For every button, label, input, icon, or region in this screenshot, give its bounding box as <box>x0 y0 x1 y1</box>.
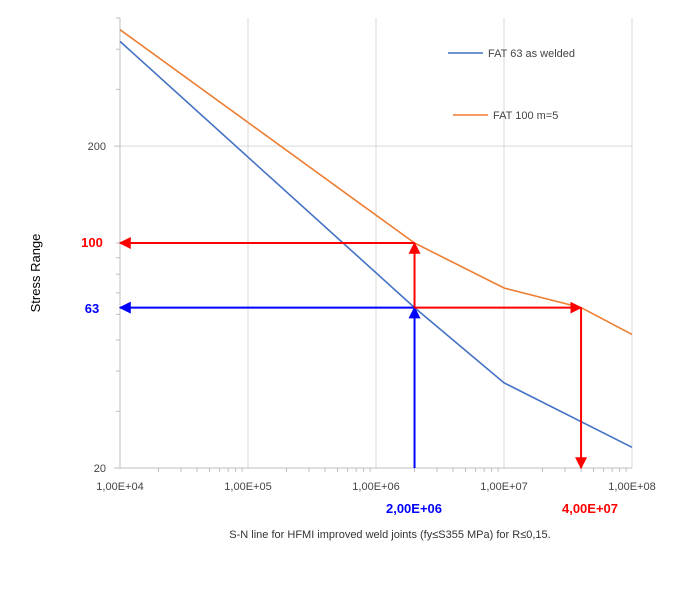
annotation-x-2e6: 2,00E+06 <box>386 501 442 516</box>
series-line-1 <box>119 29 633 336</box>
x-tick-label: 1,00E+08 <box>608 481 655 493</box>
y-axis-label: Stress Range <box>28 234 43 313</box>
y-tick-label: 20 <box>94 463 106 475</box>
legend: FAT 63 as welded FAT 100 m=5 <box>448 48 575 122</box>
annotation-y-63: 63 <box>85 301 99 316</box>
annotation-x-4e7: 4,00E+07 <box>562 501 618 516</box>
tick-labels: 1,00E+04 1,00E+05 1,00E+06 1,00E+07 1,00E+08… <box>88 141 656 493</box>
x-axis-caption: S-N line for HFMI improved weld joints (… <box>229 529 550 541</box>
axes <box>114 17 632 472</box>
series-line-0 <box>119 40 633 449</box>
guide-arrows <box>118 237 588 470</box>
grid-lines <box>120 18 633 468</box>
x-tick-label: 1,00E+07 <box>480 481 527 493</box>
y-tick-label: 200 <box>88 141 106 153</box>
legend-label-fat100: FAT 100 m=5 <box>493 110 558 122</box>
legend-label-fat63: FAT 63 as welded <box>488 48 575 60</box>
x-tick-label: 1,00E+04 <box>96 481 143 493</box>
series-lines <box>119 29 633 449</box>
x-tick-label: 1,00E+06 <box>352 481 399 493</box>
annotation-y-100: 100 <box>81 235 103 250</box>
x-tick-label: 1,00E+05 <box>224 481 271 493</box>
